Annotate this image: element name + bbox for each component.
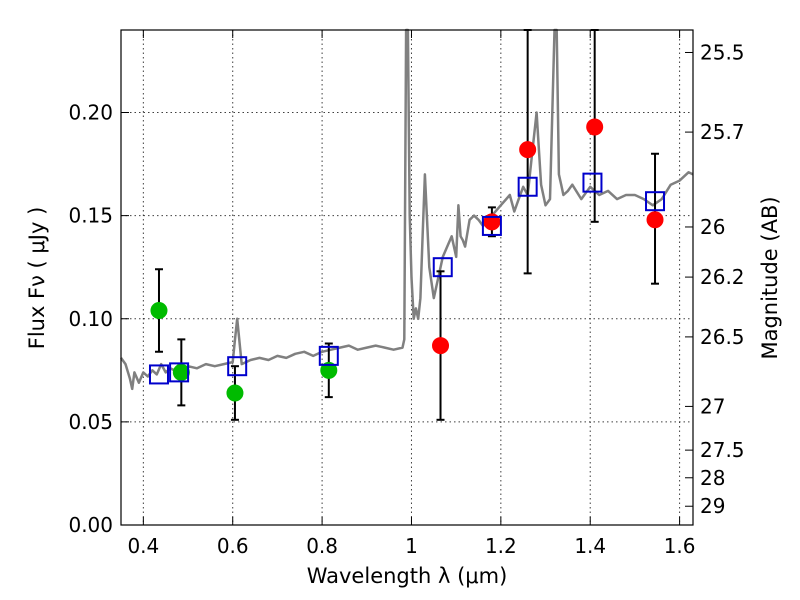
- model-spectrum-line: [119, 28, 694, 391]
- red-data-point: [519, 141, 537, 159]
- y-tick-label: 0.20: [68, 101, 113, 125]
- model-photometry-square: [582, 172, 603, 193]
- model-photometry-square: [517, 176, 538, 197]
- right-tick-label: 27: [700, 394, 725, 418]
- model-photometry-square: [227, 356, 248, 377]
- y-tick-label: 0.15: [68, 204, 113, 228]
- right-tick-label: 29: [700, 494, 725, 518]
- x-tick-label: 1.4: [574, 534, 606, 558]
- y-axis-label: Flux Fν ( μJy ): [25, 207, 49, 350]
- model-photometry-square: [148, 364, 169, 385]
- red-data-point: [586, 118, 604, 136]
- right-tick-label: 25.5: [700, 40, 745, 64]
- right-tick-label: 25.7: [700, 120, 745, 144]
- x-tick-label: 1.6: [664, 534, 696, 558]
- y-tick-label: 0.10: [68, 307, 113, 331]
- green-data-point: [172, 363, 190, 381]
- plot-area: [119, 28, 694, 421]
- green-data-point: [320, 361, 338, 379]
- y-axis-right-label: Magnitude (AB): [758, 196, 782, 359]
- x-tick-label: 1: [405, 534, 418, 558]
- model-photometry-square: [432, 257, 453, 278]
- right-tick-label: 28: [700, 466, 725, 490]
- right-tick-label: 26.2: [700, 265, 745, 289]
- y-tick-label: 0.05: [68, 410, 113, 434]
- green-data-point: [150, 302, 168, 319]
- x-tick-label: 0.6: [217, 534, 249, 558]
- x-tick-label: 0.8: [306, 534, 338, 558]
- x-tick-label: 0.4: [127, 534, 159, 558]
- red-data-point: [646, 211, 664, 229]
- red-data-point: [432, 337, 450, 355]
- model-photometry-square: [318, 345, 339, 366]
- y-tick-label: 0.00: [68, 513, 113, 537]
- model-photometry-square: [645, 191, 666, 212]
- green-data-point: [226, 384, 244, 402]
- x-axis-label: Wavelength λ (μm): [307, 564, 508, 588]
- right-tick-label: 27.5: [700, 438, 745, 462]
- right-tick-label: 26: [700, 215, 725, 239]
- axis-ticks: 0.4 0.6 0.8 1 1.2 1.4 1.6 0.00 0.05 0.10 0.15 0.20 2…: [68, 30, 745, 558]
- right-tick-label: 26.5: [700, 325, 745, 349]
- model-photometry-square: [481, 215, 502, 236]
- x-tick-label: 1.2: [485, 534, 517, 558]
- model-photometry-square: [169, 362, 190, 383]
